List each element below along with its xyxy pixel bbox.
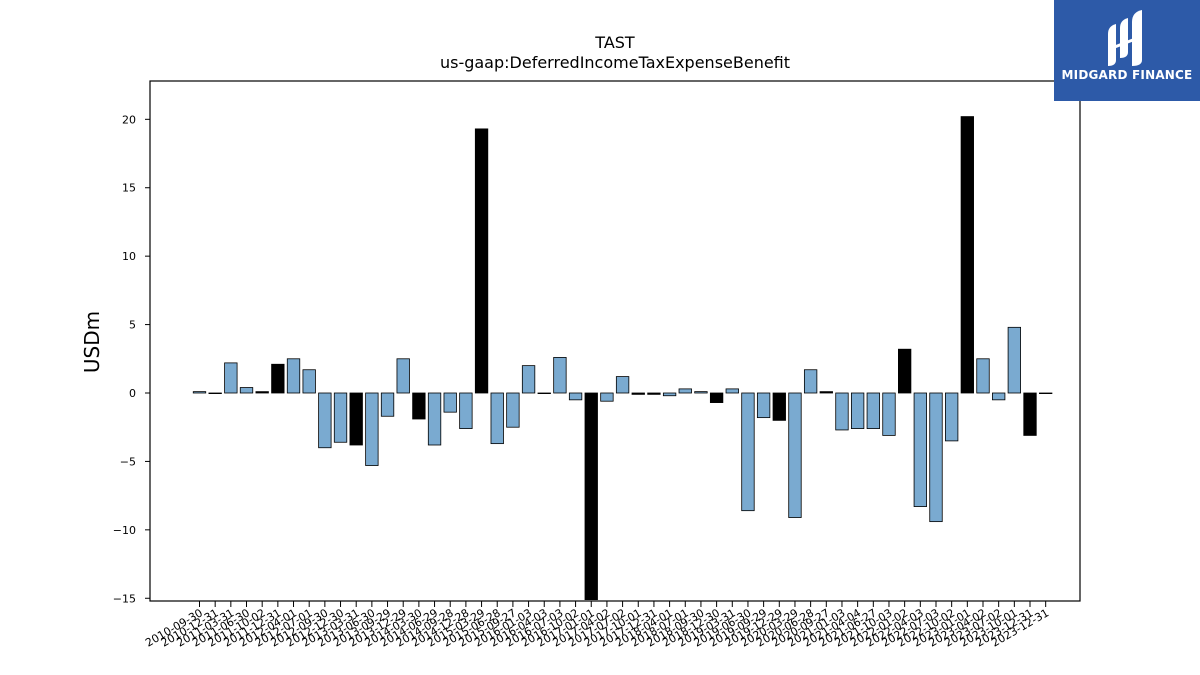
bar-2011-12-31	[271, 363, 285, 394]
y-tick-label: 0	[129, 387, 136, 400]
logo-text: MIDGARD FINANCE	[1061, 68, 1193, 82]
bar-2020-03-31	[741, 392, 755, 512]
bar-2022-09-30	[898, 348, 912, 394]
bar-2023-12-31	[976, 358, 990, 394]
bars-group	[192, 116, 1053, 601]
bar-2024-09-30	[1023, 392, 1037, 436]
bar-2020-09-30	[772, 392, 786, 421]
plot-frame	[149, 80, 1081, 602]
y-tick-label: 5	[129, 319, 136, 332]
bar-2024-12-31	[1039, 392, 1053, 395]
bar-2016-06-30	[506, 392, 520, 428]
bar-2023-03-31	[929, 392, 943, 523]
bar-2019-12-31	[725, 388, 739, 394]
y-axis-label: USDm	[80, 311, 104, 373]
bar-2017-06-30	[568, 392, 583, 401]
bar-2015-09-30	[459, 392, 473, 429]
bar-2013-06-30	[318, 392, 332, 449]
bar-2023-06-30	[945, 392, 959, 442]
midgard-logo-icon	[1108, 10, 1142, 66]
bar-2021-09-30	[835, 392, 849, 431]
bar-2018-09-30	[647, 392, 661, 395]
y-tick-label: −10	[113, 524, 136, 537]
bar-2016-09-30	[521, 365, 536, 394]
bar-2018-06-30	[631, 392, 645, 395]
bar-2013-12-31	[349, 392, 363, 446]
chart-subtitle: us-gaap:DeferredIncomeTaxExpenseBenefit	[440, 53, 790, 72]
bar-2015-03-31	[427, 392, 442, 446]
bar-2018-12-31	[662, 392, 677, 397]
y-tick-label: −15	[113, 592, 136, 605]
y-axis: −15 −10 −5 0 5 10 15 20	[113, 113, 150, 605]
bar-2013-09-30	[333, 392, 348, 443]
bar-2010-09-30	[192, 391, 207, 394]
bar-2014-03-31	[365, 392, 379, 466]
bar-2017-03-31	[553, 357, 567, 394]
y-tick-label: 15	[122, 182, 136, 195]
bar-2019-09-30	[709, 392, 724, 403]
bar-2021-03-31	[803, 369, 818, 394]
bar-2017-09-30	[584, 392, 598, 601]
brand-logo: MIDGARD FINANCE	[1054, 0, 1200, 101]
bar-2020-12-31	[788, 392, 802, 518]
bar-2013-03-31	[302, 369, 316, 394]
bar-2022-12-31	[913, 392, 927, 507]
bar-2015-12-31	[474, 128, 489, 394]
bar-2011-06-30	[239, 387, 254, 394]
bar-2014-09-30	[396, 358, 410, 394]
bar-2023-09-30	[960, 116, 974, 394]
bar-2014-06-30	[380, 392, 395, 417]
bar-2017-12-31	[600, 392, 614, 402]
bar-2016-03-31	[490, 392, 504, 445]
bar-2014-12-31	[412, 392, 426, 420]
bar-2024-03-31	[992, 392, 1006, 401]
bar-2012-12-31	[286, 358, 301, 394]
bar-2016-12-31	[537, 392, 551, 395]
y-tick-label: 20	[122, 113, 136, 126]
chart-title: TAST	[594, 33, 635, 52]
bar-2021-06-30	[819, 391, 833, 394]
bar-2018-03-31	[615, 376, 630, 394]
bar-2022-06-30	[882, 392, 896, 436]
y-tick-label: 10	[122, 250, 136, 263]
x-axis: 2010-09-302010-12-312011-03-312011-06-30…	[143, 601, 1051, 650]
bar-2010-12-31	[208, 392, 222, 395]
bar-2011-03-31	[224, 362, 238, 394]
bar-2019-03-31	[678, 388, 692, 394]
bar-2022-03-31	[866, 392, 880, 429]
bar-2020-06-30	[756, 392, 771, 419]
bar-2021-12-31	[850, 392, 865, 429]
bar-2019-06-30	[694, 391, 708, 394]
bar-2011-09-30	[255, 391, 269, 394]
y-tick-label: −5	[120, 455, 136, 468]
bar-2015-06-30	[443, 392, 457, 413]
bar-2024-06-30	[1007, 326, 1021, 394]
